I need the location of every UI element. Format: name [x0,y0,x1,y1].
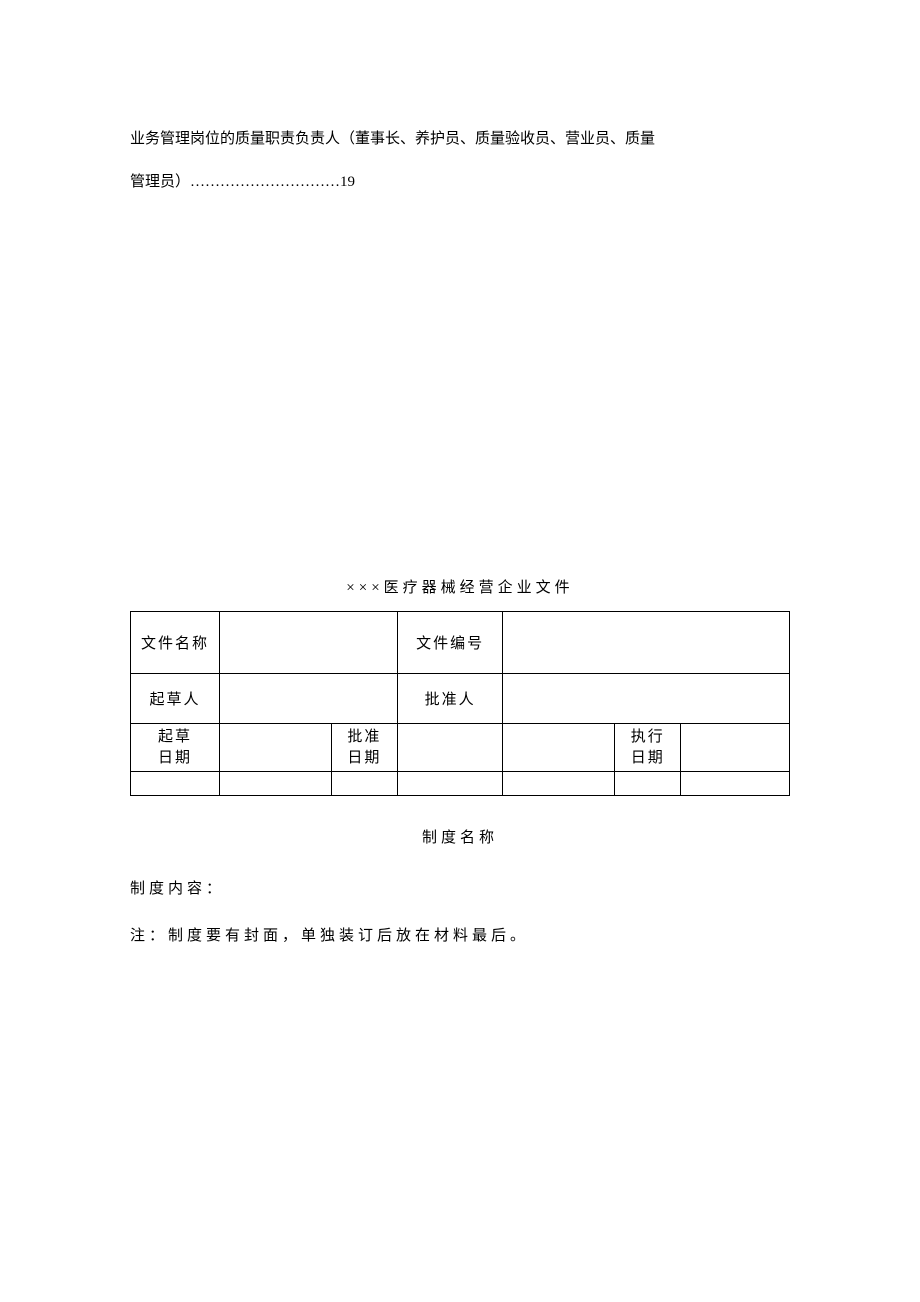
cell-approver-label: 批准人 [397,674,502,724]
cell-file-name-value [219,612,397,674]
table-row: 起草人 批准人 [131,674,790,724]
empty-cell [503,772,615,796]
label-text: 日期 [158,750,192,766]
cell-exec-date-value [681,724,790,772]
cell-file-number-label: 文件编号 [397,612,502,674]
document-title: ×××医疗器械经营企业文件 [130,576,790,597]
cell-approver-value [503,674,790,724]
table-row: 起草 日期 批准 日期 执行 日期 [131,724,790,772]
cell-exec-date-space [503,724,615,772]
table-row: 文件名称 文件编号 [131,612,790,674]
table-row [131,772,790,796]
intro-line-2: 管理员）…………………………19 [130,163,790,202]
document-form-table: 文件名称 文件编号 起草人 批准人 起草 日期 批准 日期 执行 [130,611,790,796]
label-text: 日期 [347,750,381,766]
spacer [130,206,790,576]
cell-exec-date-label: 执行 日期 [615,724,681,772]
empty-cell [681,772,790,796]
cell-draft-date-label: 起草 日期 [131,724,220,772]
cell-file-name-label: 文件名称 [131,612,220,674]
cell-approve-date-value [397,724,502,772]
cell-drafter-label: 起草人 [131,674,220,724]
cell-file-number-value [503,612,790,674]
section-note: 注：制度要有封面，单独装订后放在材料最后。 [130,924,790,945]
cell-approve-date-label: 批准 日期 [331,724,397,772]
empty-cell [331,772,397,796]
cell-draft-date-value [219,724,331,772]
label-text: 日期 [631,750,665,766]
page-content: 业务管理岗位的质量职责负责人（董事长、养护员、质量验收员、营业员、质量 管理员）… [0,0,920,945]
label-text: 执行 [631,729,665,745]
label-text: 批准 [347,729,381,745]
empty-cell [131,772,220,796]
empty-cell [219,772,331,796]
label-text: 起草 [158,729,192,745]
empty-cell [615,772,681,796]
section-title: 制度名称 [130,826,790,847]
empty-cell [397,772,502,796]
cell-drafter-value [219,674,397,724]
section-content-label: 制度内容： [130,877,790,898]
intro-line-1: 业务管理岗位的质量职责负责人（董事长、养护员、质量验收员、营业员、质量 [130,120,790,159]
